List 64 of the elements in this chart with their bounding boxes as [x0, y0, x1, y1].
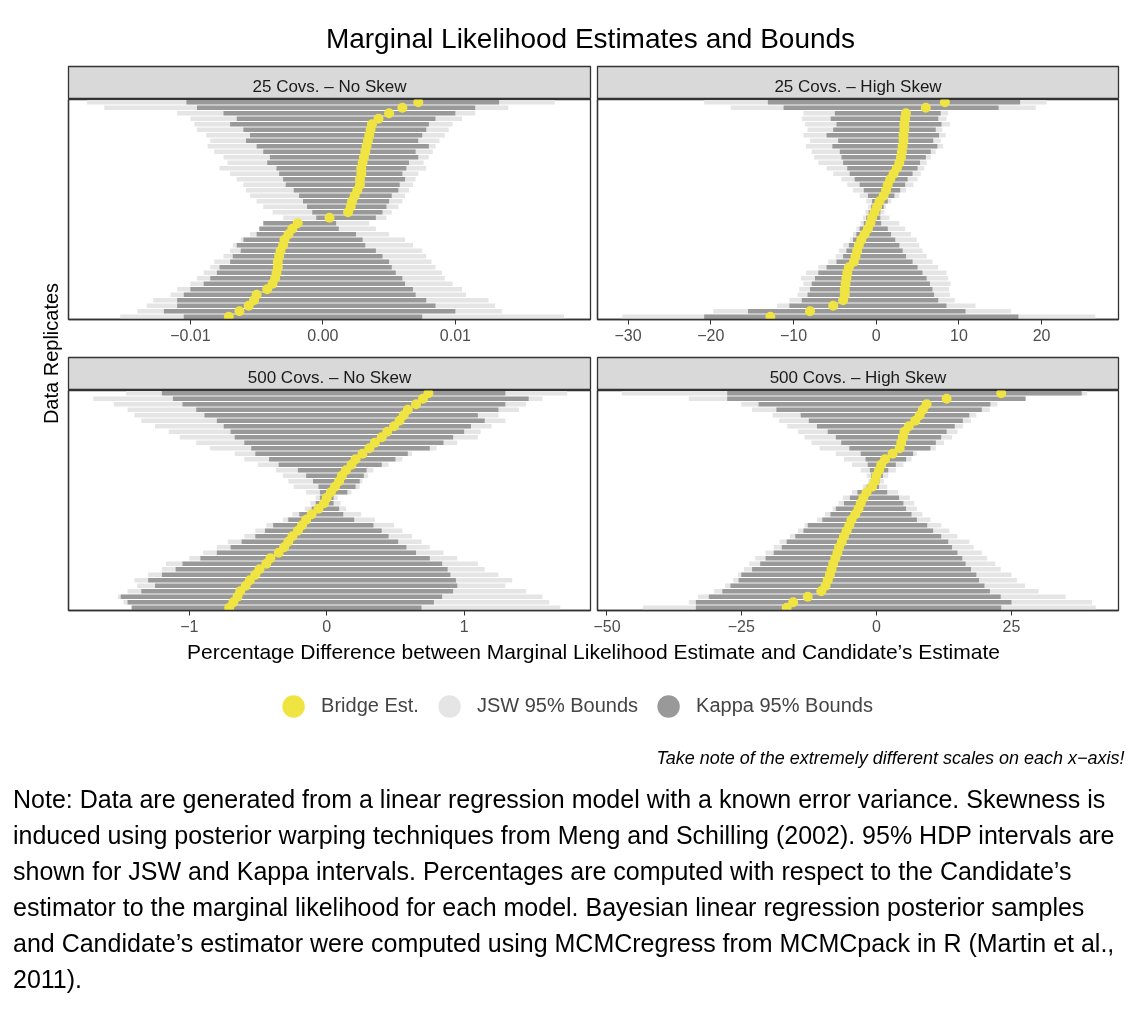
text: Marginal Likelihood Estimates and Bounds: [325, 23, 856, 54]
point: [805, 306, 816, 317]
point: [389, 421, 400, 432]
y-axis-title: Data Replicates: [39, 282, 62, 425]
x-axis-title: Percentage Difference between Marginal Likelihood Estimate and Candidate’s Estimate: [187, 640, 1000, 663]
point: [234, 306, 245, 317]
point: [357, 448, 368, 459]
x-tick-label: 25: [1002, 617, 1021, 635]
point: [894, 443, 905, 454]
point: [887, 448, 898, 459]
x-tick-label: −30: [614, 326, 642, 344]
point: [279, 542, 290, 553]
point: [364, 443, 375, 454]
point: [223, 311, 234, 320]
point: [781, 602, 792, 611]
point: [373, 113, 384, 124]
x-tick-label: −25: [727, 617, 755, 635]
x-tick-label: 0.01: [439, 326, 472, 344]
point: [243, 300, 254, 311]
point: [413, 99, 424, 108]
x-tick-label: 0.00: [307, 326, 339, 344]
point: [910, 415, 921, 426]
point: [261, 558, 272, 569]
point: [920, 102, 931, 113]
chart-title: 500 Covs. – High Skew: [769, 368, 948, 387]
point: [273, 547, 284, 558]
point: [343, 207, 354, 218]
point: [939, 99, 950, 108]
legend-label: Bridge Est.: [321, 694, 419, 717]
chart-title: 25 Covs. – High Skew: [774, 77, 943, 96]
x-tick-label: −20: [697, 326, 725, 344]
point: [802, 591, 813, 602]
point: [313, 503, 324, 514]
legend-label: Kappa 95% Bounds: [696, 694, 873, 717]
text: Note: Data are generated from a linear regression model with a known error variance. Skewness is induced using posterior warping techniques from Meng and Schilling (2002). 95% HDP intervals are shown for JSW and Kappa intervals. Percentages are computed with respect to the Candidate’s estimator to the marginal likelihood for each model. Bayesian linear regression posterior samples and Candidate’s estimator were computed using MCMCregress from MCMCpack in R (Martin et al., 2011).: [13, 784, 1115, 995]
point: [262, 284, 273, 295]
chart-title: 500 Covs. – No Skew: [247, 368, 412, 387]
point: [384, 108, 395, 119]
x-tick-label: 0: [871, 326, 881, 344]
point: [411, 399, 422, 410]
point: [788, 597, 799, 608]
point: [417, 393, 428, 404]
point: [324, 212, 335, 223]
point: [996, 390, 1007, 399]
legend-label: JSW 95% Bounds: [476, 694, 639, 717]
chart-title: 25 Covs. – No Skew: [252, 77, 408, 96]
point: [224, 602, 235, 611]
point: [765, 311, 776, 320]
point: [941, 393, 952, 404]
x-tick-label: 0: [871, 617, 881, 635]
point: [816, 586, 827, 597]
point: [838, 295, 849, 306]
point: [397, 102, 408, 113]
x-tick-label: 0: [322, 617, 332, 635]
point: [376, 432, 387, 443]
x-tick-label: −50: [593, 617, 621, 635]
x-tick-label: 20: [1032, 326, 1051, 344]
text: Take note of the extremely different scales on each x−axis!: [656, 747, 1125, 768]
x-tick-label: −0.01: [170, 326, 211, 344]
x-tick-label: −1: [180, 617, 199, 635]
x-tick-label: −10: [779, 326, 808, 344]
point: [828, 300, 839, 311]
x-tick-label: 10: [949, 326, 968, 344]
x-tick-label: 1: [459, 617, 469, 635]
